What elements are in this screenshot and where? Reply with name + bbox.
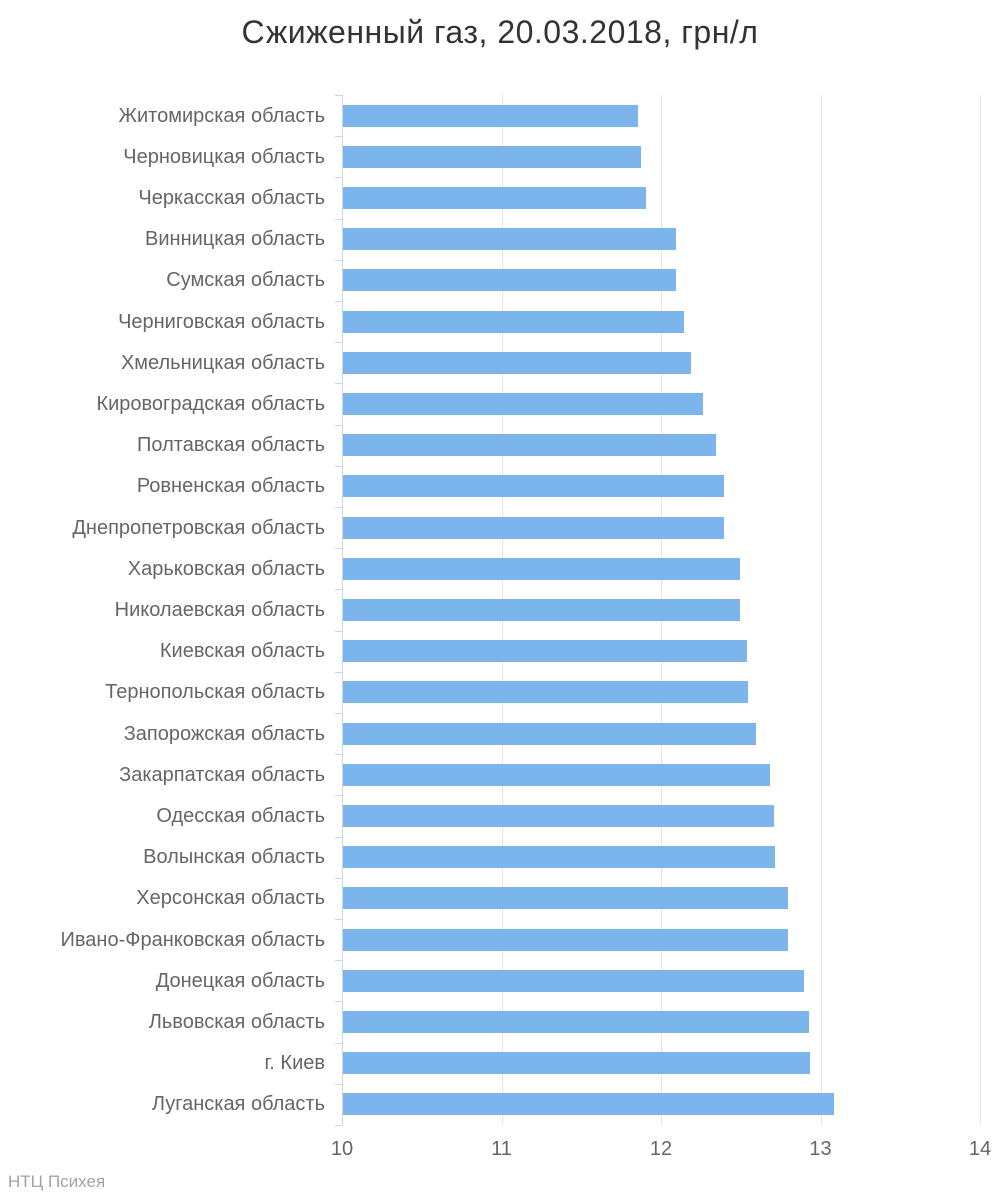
axis-tick <box>335 630 342 632</box>
category-label: Днепропетровская область <box>72 516 325 539</box>
axis-tick <box>335 1042 342 1044</box>
bar[interactable] <box>343 269 677 292</box>
bar[interactable] <box>343 722 757 745</box>
category-label: Кировоградская область <box>96 393 325 415</box>
axis-tick <box>335 465 342 467</box>
bar[interactable] <box>343 805 774 827</box>
bar[interactable] <box>343 887 788 910</box>
axis-tick <box>335 919 342 920</box>
y-axis-line <box>342 95 343 1125</box>
bar[interactable] <box>343 557 741 580</box>
axis-tick <box>335 301 342 302</box>
category-label: Запорожская область <box>123 722 325 745</box>
axis-tick <box>335 589 342 591</box>
x-axis-tick-label: 12 <box>649 1138 673 1160</box>
axis-tick <box>335 177 342 179</box>
gridline <box>820 95 822 1125</box>
category-label: Черниговская область <box>118 310 325 333</box>
category-label: Николаевская область <box>114 599 325 621</box>
category-label: Ровненская область <box>136 475 325 498</box>
x-axis-tick-label: 10 <box>330 1138 354 1160</box>
bar[interactable] <box>343 393 704 415</box>
category-label: Полтавская область <box>137 434 325 457</box>
category-label: Донецкая область <box>155 969 325 992</box>
bar[interactable] <box>343 475 725 498</box>
axis-tick <box>335 795 342 797</box>
bar[interactable] <box>343 681 749 704</box>
category-label: Харьковская область <box>127 557 325 580</box>
bar[interactable] <box>343 1093 835 1116</box>
bar[interactable] <box>343 928 788 951</box>
chart-title: Сжиженный газ, 20.03.2018, грн/л <box>241 14 759 50</box>
bar[interactable] <box>343 640 747 663</box>
category-label: Закарпатская область <box>119 763 325 786</box>
bar[interactable] <box>343 310 685 333</box>
gridline <box>980 95 981 1125</box>
x-axis-tick-label: 13 <box>809 1138 832 1160</box>
category-label: Киевская область <box>159 640 325 663</box>
category-label: Хмельницкая область <box>120 351 325 374</box>
watermark-source: НТЦ Психея <box>8 1172 106 1191</box>
bar[interactable] <box>343 434 717 457</box>
axis-tick <box>335 342 342 344</box>
axis-tick <box>335 424 342 426</box>
bar[interactable] <box>343 104 639 127</box>
category-label: Винницкая область <box>145 228 325 251</box>
axis-tick <box>335 836 342 838</box>
bar[interactable] <box>343 599 741 621</box>
category-label: Черкасская область <box>138 187 325 209</box>
axis-tick <box>335 754 342 756</box>
axis-tick <box>335 713 342 714</box>
category-label: Сумская область <box>166 269 325 292</box>
category-label: Херсонская область <box>136 887 325 910</box>
axis-tick <box>335 1125 342 1126</box>
axis-tick <box>335 383 342 385</box>
category-label: Ивано-Франковская область <box>60 928 325 951</box>
category-label: Черновицкая область <box>123 145 325 168</box>
bar[interactable] <box>343 145 642 168</box>
x-axis-tick-label: 11 <box>491 1138 512 1160</box>
bar[interactable] <box>343 1011 809 1033</box>
bar[interactable] <box>343 187 647 209</box>
axis-tick <box>335 1001 342 1003</box>
x-axis-tick-label: 14 <box>968 1138 992 1160</box>
axis-tick <box>335 136 342 138</box>
bar[interactable] <box>343 1052 811 1075</box>
category-label: Тернопольская область <box>105 681 325 704</box>
bar[interactable] <box>343 351 691 374</box>
bar[interactable] <box>343 969 804 992</box>
bar[interactable] <box>343 516 725 539</box>
axis-tick <box>335 877 342 879</box>
axis-tick <box>335 507 342 508</box>
axis-tick <box>335 95 342 96</box>
category-label: Одесская область <box>156 805 325 827</box>
category-label: Волынская область <box>143 846 325 869</box>
axis-tick <box>335 548 342 550</box>
category-label: Луганская область <box>151 1093 325 1116</box>
axis-tick <box>335 1083 342 1085</box>
axis-tick <box>335 218 342 220</box>
bar[interactable] <box>343 763 771 786</box>
axis-tick <box>335 259 342 261</box>
axis-tick <box>335 960 342 962</box>
bar[interactable] <box>343 846 776 869</box>
category-label: Львовская область <box>148 1011 325 1033</box>
bar[interactable] <box>343 228 677 251</box>
axis-tick <box>335 671 342 673</box>
category-label: г. Киев <box>264 1052 325 1075</box>
category-label: Житомирская область <box>118 104 326 127</box>
